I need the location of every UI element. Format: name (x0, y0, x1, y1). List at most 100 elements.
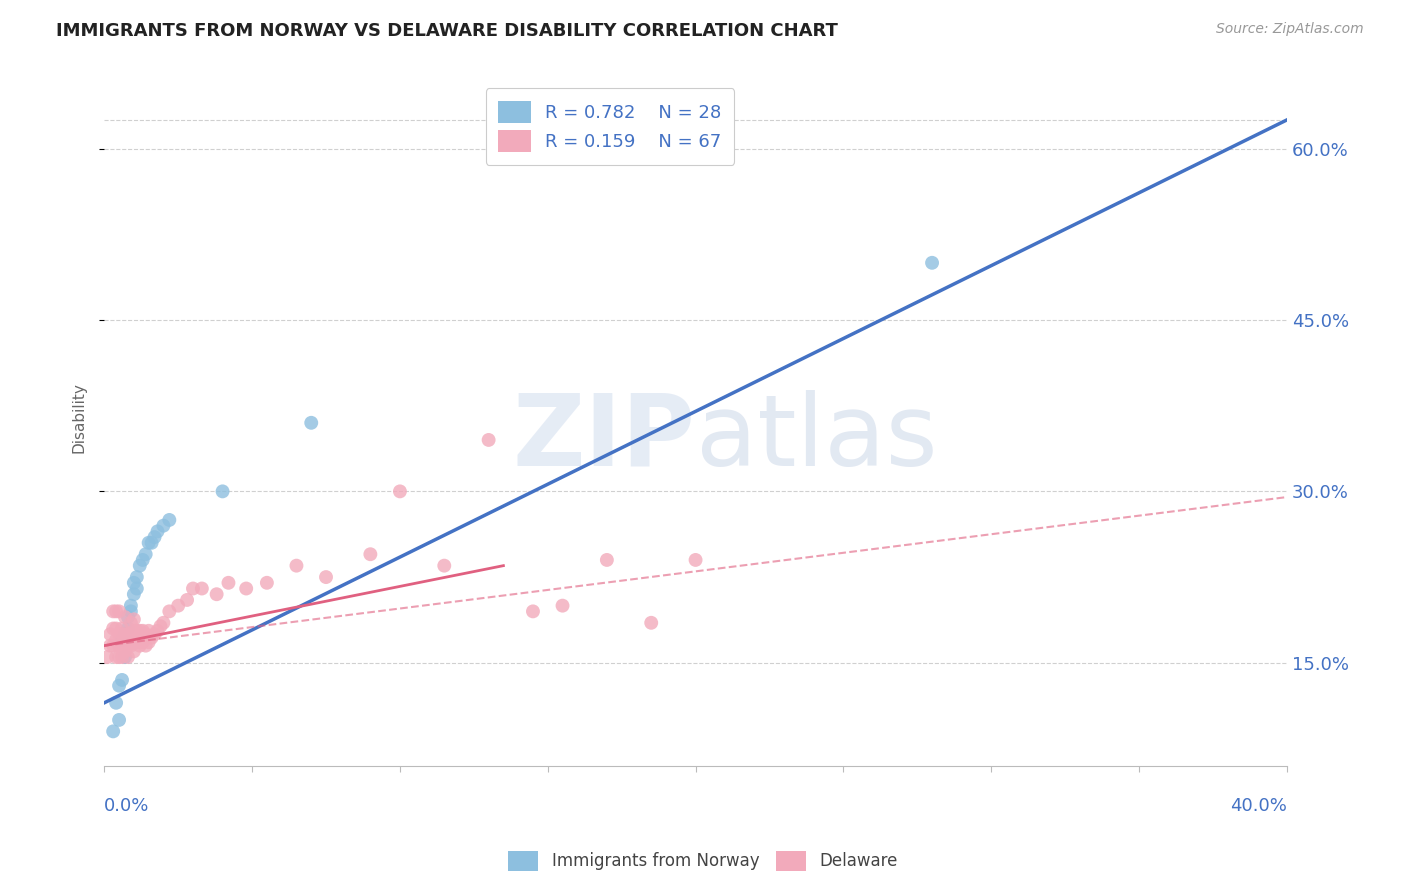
Point (135, 627, 157, 641)
Point (117, 627, 139, 641)
Point (157, 604, 180, 618)
Text: Source: ZipAtlas.com: Source: ZipAtlas.com (1216, 22, 1364, 37)
Point (111, 673, 134, 687)
Point (205, 587, 228, 601)
Point (138, 536, 160, 550)
Legend: R = 0.782    N = 28, R = 0.159    N = 67: R = 0.782 N = 28, R = 0.159 N = 67 (486, 88, 734, 164)
Point (105, 622, 128, 636)
Point (108, 650, 131, 665)
Point (141, 536, 163, 550)
Point (149, 619, 172, 633)
Text: 40.0%: 40.0% (1230, 797, 1286, 815)
Point (108, 679, 131, 693)
Y-axis label: Disability: Disability (72, 382, 86, 452)
Point (120, 599, 142, 613)
Point (551, 599, 574, 613)
Point (315, 570, 337, 584)
Point (596, 553, 619, 567)
Point (120, 615, 142, 630)
Point (114, 650, 136, 665)
Legend: Immigrants from Norway, Delaware: Immigrants from Norway, Delaware (501, 842, 905, 880)
Point (101, 622, 124, 636)
Point (167, 599, 190, 613)
Point (388, 484, 411, 499)
Point (117, 622, 139, 636)
Point (105, 604, 128, 618)
Point (120, 627, 142, 641)
Point (98, 627, 121, 641)
Point (125, 635, 148, 649)
Text: atlas: atlas (696, 390, 938, 486)
Point (125, 582, 148, 596)
Point (98, 639, 121, 653)
Point (921, 256, 943, 270)
Point (685, 553, 707, 567)
Point (152, 615, 174, 630)
Point (128, 624, 150, 638)
Point (146, 524, 169, 539)
Point (132, 624, 155, 638)
Point (105, 696, 128, 710)
Point (108, 713, 131, 727)
Point (122, 612, 145, 626)
Point (128, 558, 150, 573)
Point (114, 644, 136, 658)
Point (117, 610, 139, 624)
Point (141, 631, 163, 645)
Text: 0.0%: 0.0% (104, 797, 149, 815)
Point (191, 582, 214, 596)
Point (122, 587, 145, 601)
Point (299, 416, 322, 430)
Point (176, 593, 198, 607)
Point (114, 610, 136, 624)
Point (152, 518, 174, 533)
Point (101, 724, 124, 739)
Point (143, 627, 166, 641)
Point (146, 624, 169, 638)
Point (217, 575, 239, 590)
Point (111, 650, 134, 665)
Point (122, 644, 145, 658)
Point (433, 558, 456, 573)
Point (114, 632, 136, 647)
Point (143, 530, 166, 544)
Point (117, 639, 139, 653)
Point (117, 650, 139, 665)
Point (101, 639, 124, 653)
Point (114, 627, 136, 641)
Point (122, 632, 145, 647)
Point (108, 627, 131, 641)
Point (111, 632, 134, 647)
Point (285, 558, 308, 573)
Point (157, 513, 180, 527)
Point (138, 624, 160, 638)
Point (522, 604, 544, 618)
Point (111, 627, 134, 641)
Point (111, 622, 134, 636)
Point (96, 650, 118, 665)
Point (101, 604, 124, 618)
Point (114, 627, 136, 641)
Point (111, 639, 134, 653)
Point (135, 639, 157, 653)
Point (128, 639, 150, 653)
Point (108, 639, 131, 653)
Point (108, 604, 131, 618)
Point (132, 553, 155, 567)
Text: ZIP: ZIP (513, 390, 696, 486)
Point (211, 484, 233, 499)
Point (640, 615, 662, 630)
Point (125, 624, 148, 638)
Point (105, 650, 128, 665)
Point (122, 624, 145, 638)
Point (138, 635, 160, 649)
Point (478, 433, 501, 447)
Point (135, 547, 157, 561)
Point (120, 604, 142, 618)
Text: IMMIGRANTS FROM NORWAY VS DELAWARE DISABILITY CORRELATION CHART: IMMIGRANTS FROM NORWAY VS DELAWARE DISAB… (56, 22, 838, 40)
Point (359, 547, 381, 561)
Point (122, 575, 145, 590)
Point (132, 635, 155, 649)
Point (256, 575, 278, 590)
Point (181, 582, 204, 596)
